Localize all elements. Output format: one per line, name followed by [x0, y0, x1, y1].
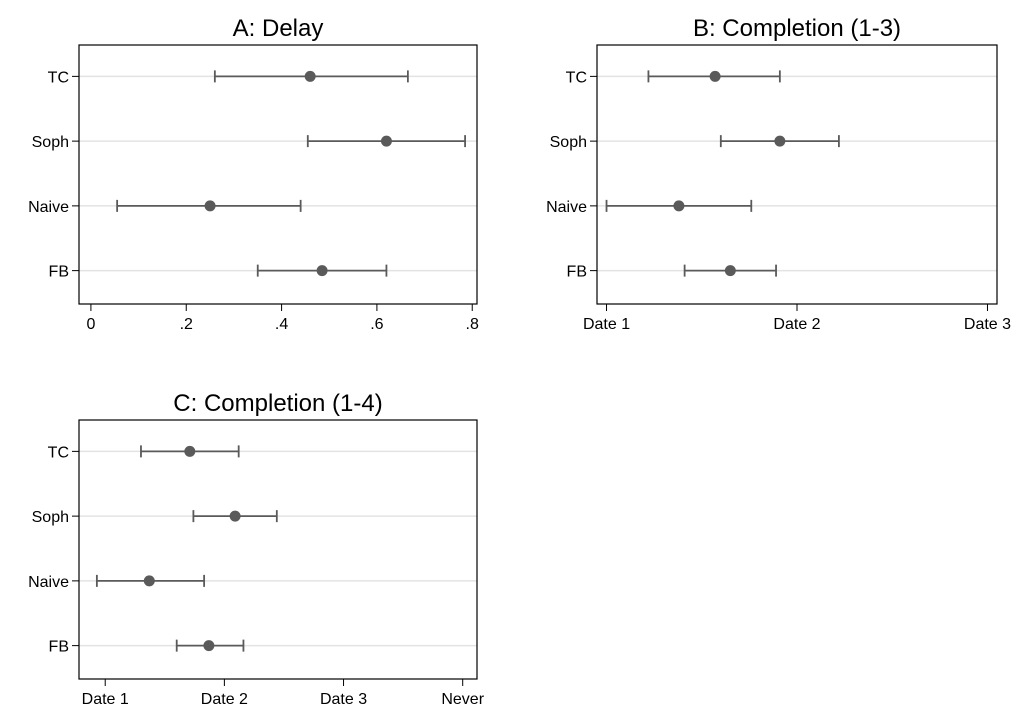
panel-1: A: Delay TC Soph Naive FB 0 .2 .4 .6 .8	[28, 15, 479, 333]
point-estimate	[203, 640, 215, 652]
point-estimate	[774, 135, 786, 147]
point-estimate	[316, 265, 328, 277]
x-tick-label: .4	[275, 316, 288, 333]
y-tick-label: Soph	[32, 134, 69, 151]
x-tick-label: Never	[441, 691, 484, 708]
plot-frame	[78, 44, 478, 305]
panel-title: C: Completion (1-4)	[173, 390, 382, 417]
point-estimate	[204, 200, 216, 212]
point-estimate	[143, 575, 155, 587]
y-tick-label: FB	[49, 264, 69, 281]
x-tick-label: Date 2	[201, 691, 248, 708]
panel-title: A: Delay	[233, 15, 324, 42]
y-tick-label: TC	[566, 69, 587, 86]
y-tick-label: Naive	[28, 199, 69, 216]
y-tick-label: TC	[48, 444, 69, 461]
y-tick-label: FB	[49, 639, 69, 656]
plot-frame	[596, 44, 998, 305]
y-tick-label: FB	[567, 264, 587, 281]
point-estimate	[304, 70, 316, 82]
point-estimate	[229, 510, 241, 522]
y-tick-label: Naive	[546, 199, 587, 216]
point-estimate	[724, 265, 736, 277]
y-tick-label: TC	[48, 69, 69, 86]
point-estimate	[184, 445, 196, 457]
x-tick-label: Date 3	[320, 691, 367, 708]
x-tick-label: Date 1	[82, 691, 129, 708]
y-tick-label: Soph	[550, 134, 587, 151]
panel-title: B: Completion (1-3)	[693, 15, 901, 42]
panel-2: B: Completion (1-3) TC Soph Naive FB Date 1 Da…	[546, 15, 1011, 333]
y-tick-label: Soph	[32, 509, 69, 526]
x-tick-label: Date 3	[964, 316, 1011, 333]
point-estimate	[709, 70, 721, 82]
plot-frame	[78, 419, 478, 680]
x-tick-label: .8	[466, 316, 479, 333]
panel-3: C: Completion (1-4) TC Soph Naive FB Date 1 Da…	[28, 390, 485, 708]
x-tick-label: 0	[86, 316, 95, 333]
x-tick-label: Date 2	[773, 316, 820, 333]
y-tick-label: Naive	[28, 574, 69, 591]
x-tick-label: .2	[180, 316, 193, 333]
x-tick-label: .6	[370, 316, 383, 333]
x-tick-label: Date 1	[583, 316, 630, 333]
point-estimate	[673, 200, 685, 212]
point-estimate	[380, 135, 392, 147]
